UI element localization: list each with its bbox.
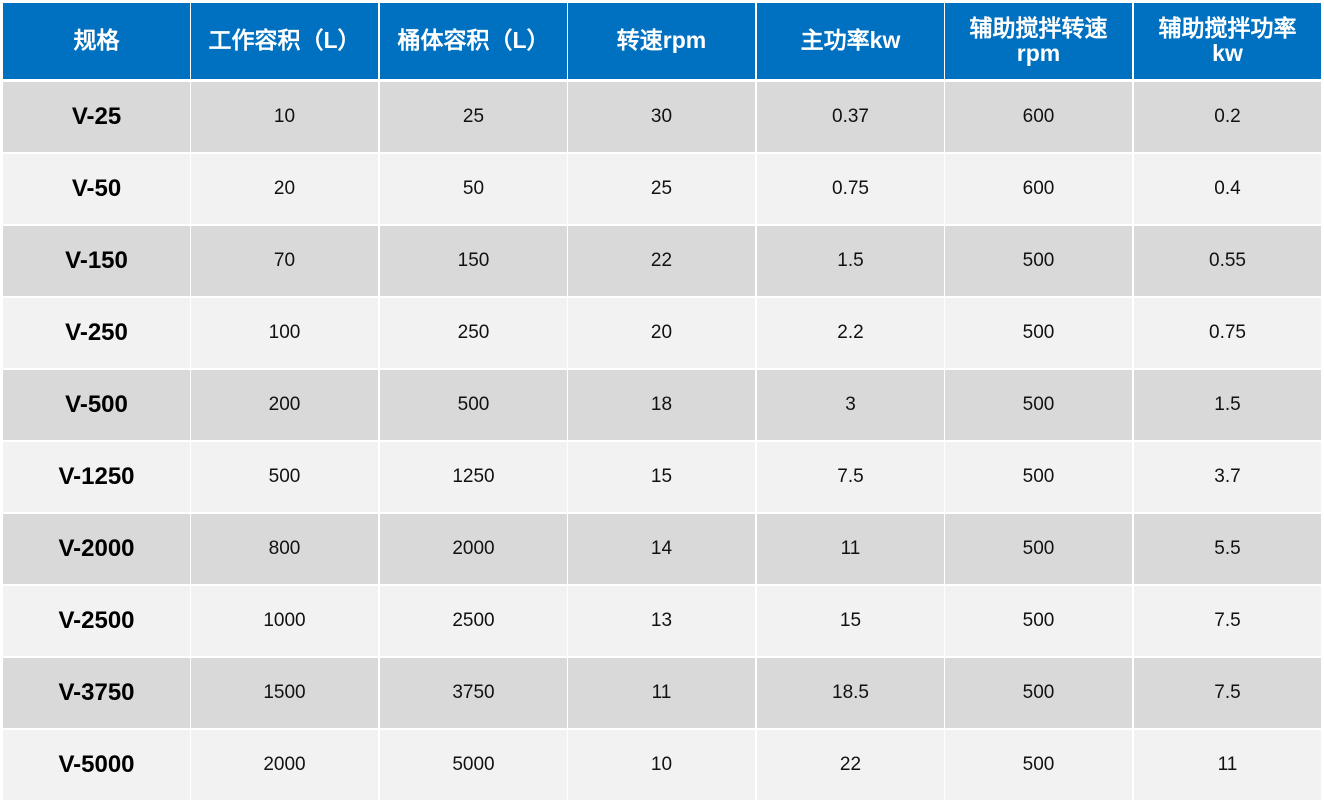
value-cell: 200 xyxy=(191,370,378,440)
header-cell: 规格 xyxy=(3,3,190,79)
model-cell: V-3750 xyxy=(3,658,190,728)
value-cell: 70 xyxy=(191,226,378,296)
model-cell: V-2500 xyxy=(3,586,190,656)
model-cell: V-1250 xyxy=(3,442,190,512)
value-cell: 0.37 xyxy=(757,82,944,152)
value-cell: 25 xyxy=(568,154,755,224)
value-cell: 10 xyxy=(568,730,755,800)
value-cell: 18 xyxy=(568,370,755,440)
header-cell: 桶体容积（L） xyxy=(380,3,567,79)
value-cell: 500 xyxy=(945,514,1132,584)
value-cell: 15 xyxy=(568,442,755,512)
value-cell: 11 xyxy=(568,658,755,728)
value-cell: 0.75 xyxy=(1134,298,1321,368)
value-cell: 13 xyxy=(568,586,755,656)
value-cell: 3 xyxy=(757,370,944,440)
value-cell: 7.5 xyxy=(757,442,944,512)
value-cell: 7.5 xyxy=(1134,586,1321,656)
header-cell: 辅助搅拌转速rpm xyxy=(945,3,1132,79)
value-cell: 22 xyxy=(757,730,944,800)
value-cell: 100 xyxy=(191,298,378,368)
model-cell: V-2000 xyxy=(3,514,190,584)
model-cell: V-5000 xyxy=(3,730,190,800)
value-cell: 15 xyxy=(757,586,944,656)
value-cell: 600 xyxy=(945,82,1132,152)
model-cell: V-500 xyxy=(3,370,190,440)
value-cell: 500 xyxy=(945,442,1132,512)
model-cell: V-50 xyxy=(3,154,190,224)
header-cell: 辅助搅拌功率kw xyxy=(1134,3,1321,79)
value-cell: 3.7 xyxy=(1134,442,1321,512)
value-cell: 1250 xyxy=(380,442,567,512)
value-cell: 500 xyxy=(191,442,378,512)
value-cell: 18.5 xyxy=(757,658,944,728)
value-cell: 11 xyxy=(757,514,944,584)
value-cell: 150 xyxy=(380,226,567,296)
value-cell: 2000 xyxy=(191,730,378,800)
model-cell: V-25 xyxy=(3,82,190,152)
value-cell: 5.5 xyxy=(1134,514,1321,584)
value-cell: 0.4 xyxy=(1134,154,1321,224)
value-cell: 800 xyxy=(191,514,378,584)
value-cell: 1.5 xyxy=(757,226,944,296)
value-cell: 500 xyxy=(945,226,1132,296)
header-cell: 转速rpm xyxy=(568,3,755,79)
value-cell: 250 xyxy=(380,298,567,368)
value-cell: 22 xyxy=(568,226,755,296)
header-cell: 工作容积（L） xyxy=(191,3,378,79)
header-cell: 主功率kw xyxy=(757,3,944,79)
value-cell: 20 xyxy=(191,154,378,224)
value-cell: 11 xyxy=(1134,730,1321,800)
value-cell: 14 xyxy=(568,514,755,584)
value-cell: 500 xyxy=(945,298,1132,368)
model-cell: V-250 xyxy=(3,298,190,368)
value-cell: 10 xyxy=(191,82,378,152)
value-cell: 5000 xyxy=(380,730,567,800)
value-cell: 30 xyxy=(568,82,755,152)
value-cell: 500 xyxy=(945,370,1132,440)
value-cell: 500 xyxy=(945,658,1132,728)
value-cell: 25 xyxy=(380,82,567,152)
value-cell: 0.55 xyxy=(1134,226,1321,296)
value-cell: 600 xyxy=(945,154,1132,224)
value-cell: 7.5 xyxy=(1134,658,1321,728)
model-cell: V-150 xyxy=(3,226,190,296)
value-cell: 0.75 xyxy=(757,154,944,224)
value-cell: 20 xyxy=(568,298,755,368)
value-cell: 1.5 xyxy=(1134,370,1321,440)
value-cell: 500 xyxy=(945,586,1132,656)
value-cell: 500 xyxy=(380,370,567,440)
value-cell: 3750 xyxy=(380,658,567,728)
value-cell: 1000 xyxy=(191,586,378,656)
value-cell: 2.2 xyxy=(757,298,944,368)
value-cell: 0.2 xyxy=(1134,82,1321,152)
value-cell: 1500 xyxy=(191,658,378,728)
value-cell: 50 xyxy=(380,154,567,224)
value-cell: 2000 xyxy=(380,514,567,584)
value-cell: 500 xyxy=(945,730,1132,800)
value-cell: 2500 xyxy=(380,586,567,656)
